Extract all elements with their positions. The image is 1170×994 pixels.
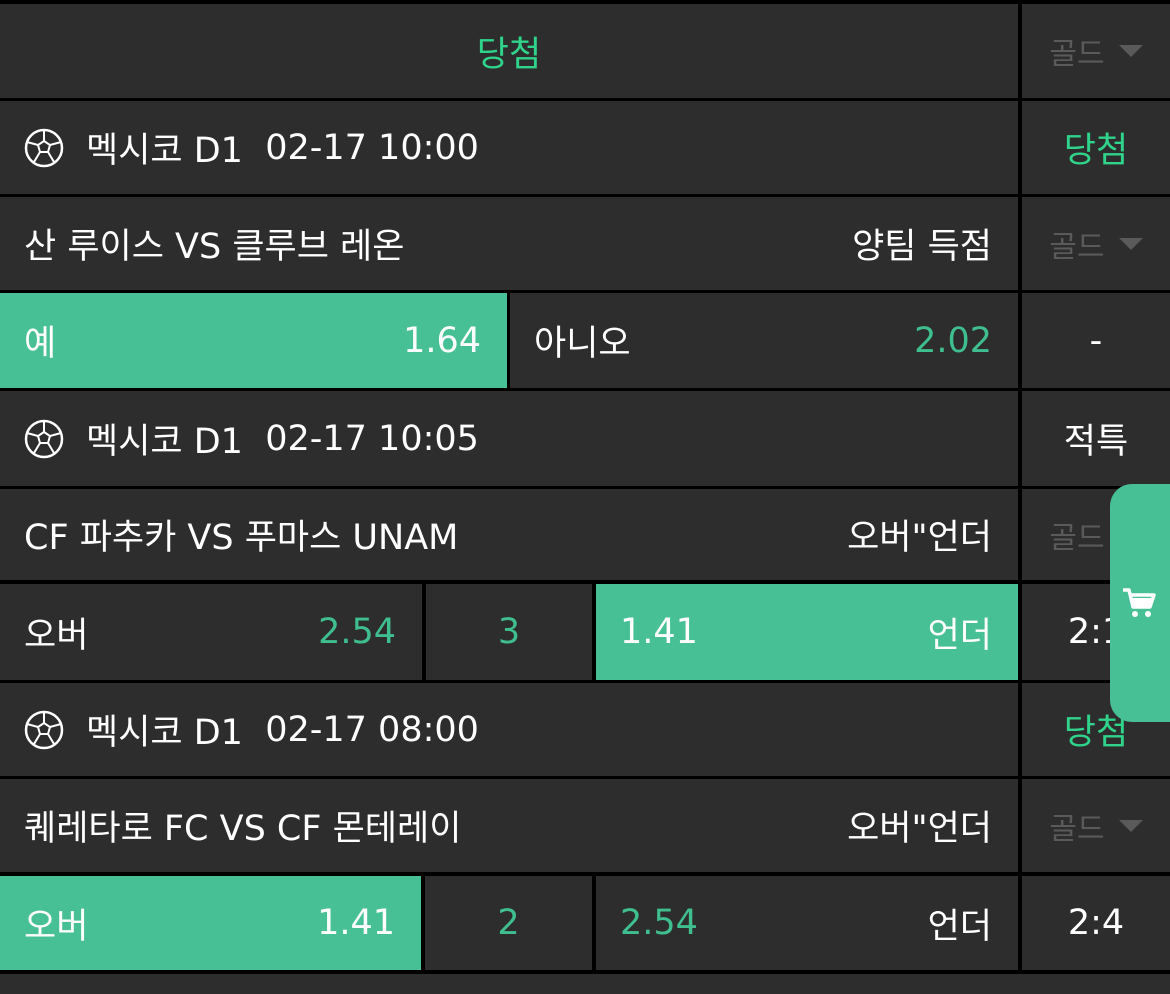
status-badge: 당첨 <box>1022 101 1170 194</box>
odds-option[interactable]: 오버 1.41 <box>0 876 421 970</box>
cart-button[interactable] <box>1110 484 1170 722</box>
teams: CF 파추카 VS 푸마스 UNAM <box>24 518 459 558</box>
odds-option[interactable]: 아니오 2.02 <box>510 293 1018 388</box>
soccer-ball-icon <box>24 128 64 167</box>
odds-value: 1.41 <box>620 612 698 652</box>
teams: 산 루이스 VS 클루브 레온 <box>24 227 405 267</box>
league: 멕시코 D1 <box>86 131 243 171</box>
odds-value: 1.64 <box>403 320 481 361</box>
league: 멕시코 D1 <box>86 713 243 753</box>
odds-label: 예 <box>24 324 57 364</box>
result-score: - <box>1022 293 1170 388</box>
match-header: 멕시코 D1 02-17 10:05 <box>0 391 1018 486</box>
odds-value: 2.54 <box>318 612 396 652</box>
match-teams-row: 퀘레타로 FC VS CF 몬테레이 오버"언더 <box>0 779 1018 872</box>
caret-down-icon <box>1118 45 1143 57</box>
match-time: 02-17 10:05 <box>265 418 479 459</box>
caret-down-icon <box>1118 237 1143 250</box>
match-header: 멕시코 D1 02-17 08:00 <box>0 683 1018 776</box>
header-title: 당첨 <box>0 4 1018 98</box>
cart-icon <box>1123 588 1156 617</box>
odds-option[interactable]: 2.54 언더 <box>596 876 1018 970</box>
filter-label: 골드 <box>1049 229 1105 265</box>
next-row-partial <box>0 974 1170 994</box>
filter-label: 골드 <box>1049 37 1105 72</box>
market: 오버"언더 <box>847 809 992 849</box>
odds-option[interactable]: 오버 2.54 <box>0 584 422 680</box>
odds-value: 2.54 <box>620 903 698 943</box>
status-badge: 당첨 <box>1022 683 1170 776</box>
soccer-ball-icon <box>24 710 64 749</box>
odds-option[interactable]: 1.41 언더 <box>596 584 1018 680</box>
odds-label: 오버 <box>24 615 89 656</box>
filter-dropdown[interactable]: 골드 <box>1022 197 1170 290</box>
match-teams-row: CF 파추카 VS 푸마스 UNAM 오버"언더 <box>0 489 1018 580</box>
caret-down-icon <box>1118 819 1143 832</box>
match-time: 02-17 08:00 <box>265 709 479 750</box>
result-score: 2:4 <box>1022 876 1170 970</box>
odds-label: 언더 <box>927 615 992 656</box>
match-teams-row: 산 루이스 VS 클루브 레온 양팀 득점 <box>0 197 1018 290</box>
handicap-line: 3 <box>426 584 592 680</box>
filter-label: 골드 <box>1049 520 1105 556</box>
odds-label: 언더 <box>927 906 992 947</box>
league: 멕시코 D1 <box>86 422 243 462</box>
odds-label: 아니오 <box>534 324 631 364</box>
match-header: 멕시코 D1 02-17 10:00 <box>0 101 1018 194</box>
odds-option[interactable]: 예 1.64 <box>0 293 507 388</box>
teams: 퀘레타로 FC VS CF 몬테레이 <box>24 809 462 849</box>
market: 양팀 득점 <box>852 227 992 267</box>
market: 오버"언더 <box>847 518 992 558</box>
odds-value: 2.02 <box>914 320 992 361</box>
odds-value: 1.41 <box>317 903 395 943</box>
odds-label: 오버 <box>24 906 89 947</box>
status-badge: 적특 <box>1022 391 1170 486</box>
handicap-line: 2 <box>425 876 592 970</box>
match-time: 02-17 10:00 <box>265 127 479 168</box>
filter-dropdown[interactable]: 골드 <box>1022 779 1170 872</box>
soccer-ball-icon <box>24 419 64 458</box>
filter-label: 골드 <box>1049 811 1105 847</box>
filter-dropdown[interactable]: 골드 <box>1022 4 1170 98</box>
